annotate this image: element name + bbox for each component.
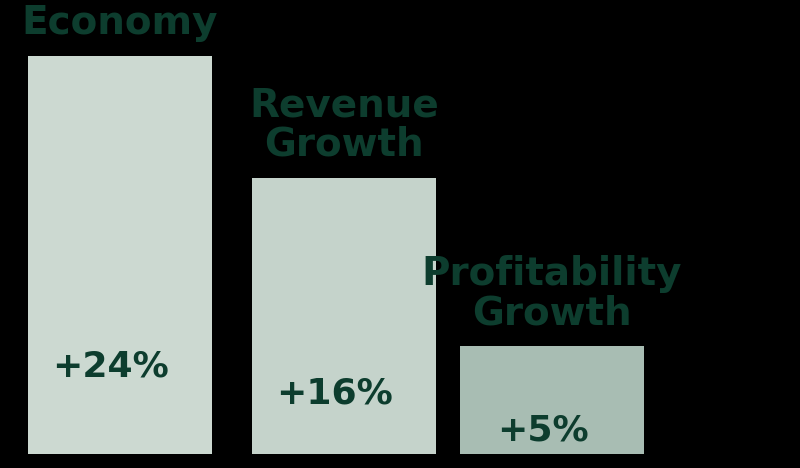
Bar: [28, 56, 212, 454]
Bar: [460, 346, 644, 454]
Text: Economy: Economy: [22, 4, 218, 42]
Text: Profitability
Growth: Profitability Growth: [422, 255, 682, 332]
Text: +24%: +24%: [53, 350, 169, 383]
Bar: [252, 178, 436, 454]
Text: Revenue
Growth: Revenue Growth: [249, 86, 439, 164]
Text: +5%: +5%: [497, 413, 589, 447]
Text: +16%: +16%: [277, 376, 393, 410]
